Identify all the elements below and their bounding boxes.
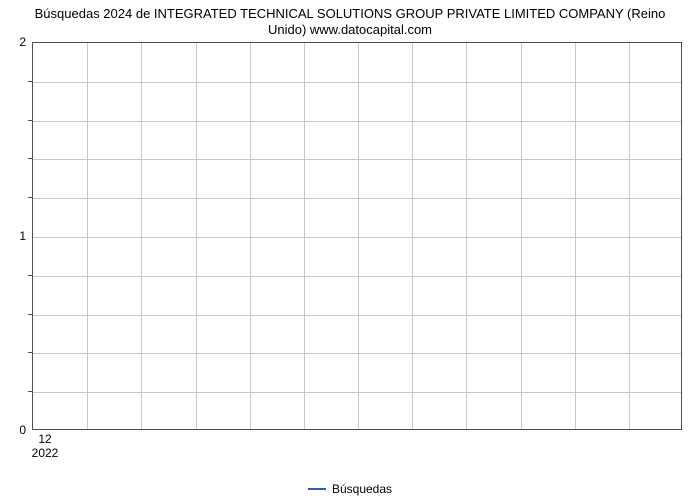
chart-title: Búsquedas 2024 de INTEGRATED TECHNICAL S… [0,0,700,41]
grid-line-vertical [629,43,630,429]
grid-line-horizontal [33,392,681,393]
grid-line-vertical [196,43,197,429]
y-minor-tick [28,197,32,198]
legend: Búsquedas [0,482,700,496]
chart-title-line2: Unido) www.datocapital.com [268,22,432,37]
y-tick-label: 1 [19,229,26,243]
grid-line-horizontal [33,159,681,160]
legend-swatch [308,488,326,490]
y-tick-label: 0 [19,423,26,437]
grid-line-horizontal [33,315,681,316]
grid-line-horizontal [33,276,681,277]
x-year-label: 2022 [32,446,59,460]
grid-line-horizontal [33,237,681,238]
grid-line-horizontal [33,82,681,83]
grid-line-vertical [304,43,305,429]
y-minor-tick [28,120,32,121]
y-minor-tick [28,314,32,315]
grid-line-vertical [250,43,251,429]
grid-line-horizontal [33,198,681,199]
y-tick-label: 2 [19,35,26,49]
y-minor-tick [28,391,32,392]
chart-title-line1: Búsquedas 2024 de INTEGRATED TECHNICAL S… [35,6,666,21]
x-tick-label: 12 [38,432,51,446]
legend-label: Búsquedas [332,482,392,496]
grid-line-vertical [412,43,413,429]
y-minor-tick [28,275,32,276]
grid-line-vertical [87,43,88,429]
grid-line-vertical [141,43,142,429]
y-minor-tick [28,81,32,82]
plot-area [32,42,682,430]
grid-line-vertical [521,43,522,429]
grid-line-vertical [575,43,576,429]
chart-container: Búsquedas 2024 de INTEGRATED TECHNICAL S… [0,0,700,500]
grid-line-horizontal [33,353,681,354]
y-minor-tick [28,158,32,159]
grid-line-vertical [358,43,359,429]
grid-line-horizontal [33,121,681,122]
grid-line-vertical [466,43,467,429]
y-minor-tick [28,352,32,353]
